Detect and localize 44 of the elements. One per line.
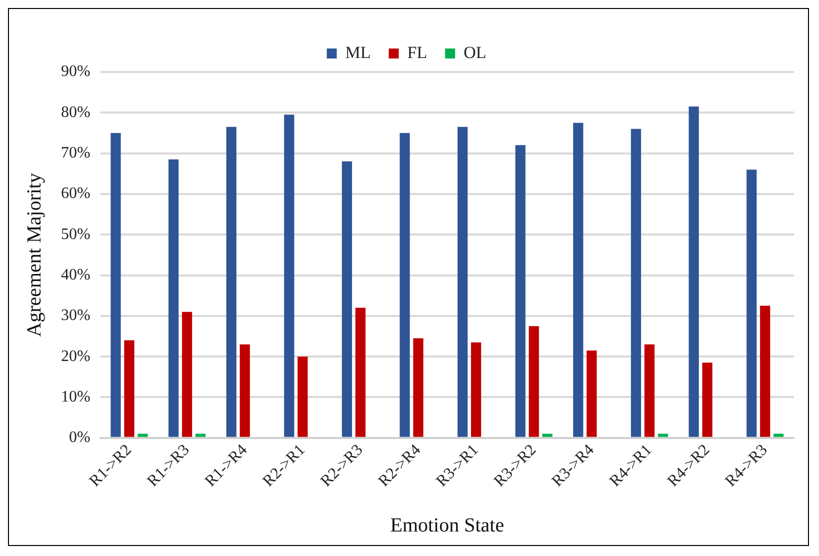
- legend-label: ML: [345, 42, 371, 62]
- bar: [702, 362, 712, 437]
- legend-label: OL: [464, 42, 486, 62]
- bar: [240, 344, 250, 437]
- x-axis-title: Emotion State: [390, 514, 504, 536]
- y-tick-label: 80%: [61, 104, 90, 121]
- bar: [573, 122, 584, 437]
- y-tick-label: 90%: [61, 63, 90, 80]
- y-tick-label: 60%: [61, 185, 90, 202]
- bar: [226, 126, 236, 437]
- y-tick-label: 0%: [69, 429, 90, 446]
- bar: [746, 170, 757, 437]
- y-axis-title: Agreement Majority: [23, 173, 46, 337]
- bar: [471, 342, 482, 437]
- bar: [413, 338, 424, 437]
- y-tick-label: 30%: [61, 307, 90, 324]
- y-tick-label: 10%: [61, 388, 90, 406]
- bar: [515, 145, 526, 437]
- y-tick-label: 70%: [61, 144, 90, 162]
- bar: [124, 340, 134, 437]
- bar: [168, 159, 179, 437]
- bar: [586, 350, 597, 437]
- bar: [630, 128, 642, 437]
- bar: [528, 326, 539, 437]
- bar: [688, 106, 699, 437]
- bar: [110, 132, 121, 437]
- bar: [298, 356, 308, 437]
- bar: [760, 306, 770, 437]
- bar: [355, 308, 366, 437]
- bar: [658, 434, 668, 437]
- y-tick-label: 20%: [61, 348, 90, 365]
- legend-label: FL: [407, 42, 428, 62]
- bar: [342, 161, 352, 437]
- y-tick-label: 50%: [61, 226, 90, 243]
- bar: [138, 434, 148, 437]
- bar: [400, 132, 410, 437]
- bar: [542, 434, 552, 437]
- bar: [458, 126, 468, 437]
- bar: [195, 434, 206, 437]
- bar: [644, 344, 655, 437]
- bar: [182, 312, 192, 437]
- bar: [284, 114, 294, 437]
- bar: [774, 434, 784, 437]
- y-tick-label: 40%: [61, 266, 90, 284]
